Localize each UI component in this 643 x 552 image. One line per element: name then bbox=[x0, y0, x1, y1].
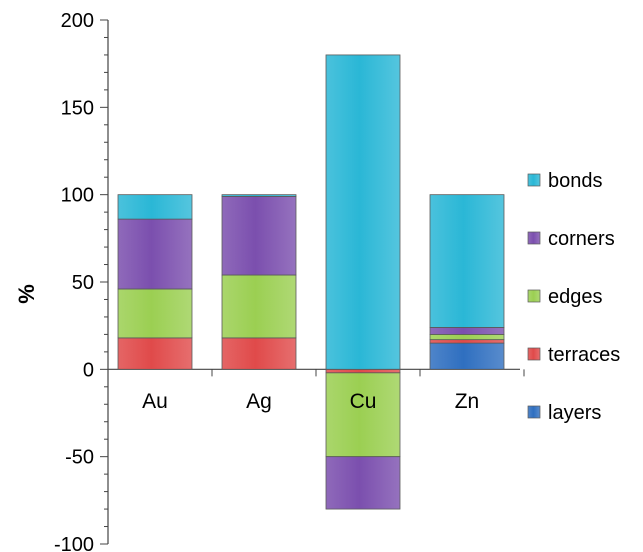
bar-au-terraces bbox=[117, 337, 193, 370]
y-tick-label: -100 bbox=[54, 534, 94, 552]
legend-swatch-edges bbox=[527, 289, 541, 303]
category-label-ag: Ag bbox=[246, 390, 272, 413]
bar-cu-corners bbox=[325, 456, 401, 510]
bar-cu-bonds bbox=[325, 54, 401, 370]
legend-swatch-bonds bbox=[527, 173, 541, 187]
y-axis-label: % bbox=[14, 284, 39, 304]
y-tick-label: 0 bbox=[83, 359, 94, 381]
category-label-au: Au bbox=[142, 390, 168, 413]
legend-label-layers: layers bbox=[548, 402, 601, 424]
bar-zn-terraces bbox=[429, 339, 505, 344]
y-tick-label: 200 bbox=[61, 10, 94, 32]
y-tick-label: 50 bbox=[72, 272, 94, 294]
bar-zn-layers bbox=[429, 342, 505, 370]
bar-zn-bonds bbox=[429, 194, 505, 328]
category-label-zn: Zn bbox=[455, 390, 480, 413]
legend-label-terraces: terraces bbox=[548, 344, 620, 366]
bar-zn-edges bbox=[429, 333, 505, 341]
y-tick-label: -50 bbox=[65, 447, 94, 469]
legend-swatch-corners bbox=[527, 231, 541, 245]
legend-label-edges: edges bbox=[548, 286, 603, 308]
y-tick-label: 100 bbox=[61, 185, 94, 207]
y-tick-label: 150 bbox=[61, 97, 94, 119]
category-label-cu: Cu bbox=[350, 390, 377, 413]
bars-layer: Au Ag Cu Zn bbox=[117, 54, 505, 510]
bar-cu-edges bbox=[325, 372, 401, 458]
legend-swatch-terraces bbox=[527, 347, 541, 361]
bar-au-edges bbox=[117, 288, 193, 339]
bar-ag-bonds bbox=[221, 194, 297, 197]
axes: -100 -50 0 50 100 150 200 bbox=[54, 10, 525, 552]
bar-ag-edges bbox=[221, 274, 297, 339]
bar-zn-corners bbox=[429, 327, 505, 335]
legend-label-corners: corners bbox=[548, 228, 615, 250]
bar-ag-corners bbox=[221, 196, 297, 276]
bar-au-corners bbox=[117, 218, 193, 290]
bar-au-bonds bbox=[117, 194, 193, 220]
bar-ag-terraces bbox=[221, 337, 297, 370]
legend-swatch-layers bbox=[527, 405, 541, 419]
legend: bonds corners edges terraces layers bbox=[527, 170, 620, 424]
legend-label-bonds: bonds bbox=[548, 170, 603, 192]
bar-cu-terraces bbox=[325, 368, 401, 374]
